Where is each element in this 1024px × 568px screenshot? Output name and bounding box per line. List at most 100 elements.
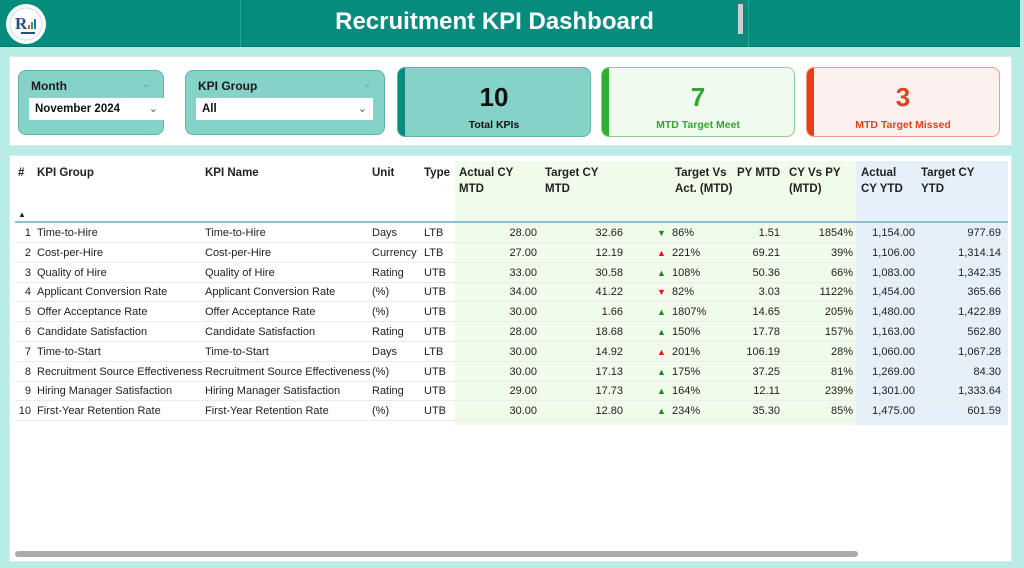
table-row[interactable]: 2 Cost-per-Hire Cost-per-Hire Currency LTB 27… — [10, 243, 1013, 263]
table-row[interactable]: 4 Applicant Conversion Rate Applicant Conv… — [10, 282, 1013, 303]
triangle-down-icon: ▼ — [657, 228, 666, 238]
column-header-target-cy-mtd[interactable]: Target CY MTD — [545, 167, 599, 195]
target-vs-act-mtd-cell: ▲ 1807% — [657, 302, 706, 322]
column-header-type[interactable]: Type — [424, 167, 450, 179]
target-cy-mtd-cell: 18.68 — [595, 326, 623, 338]
actual-cy-mtd-cell: 30.00 — [509, 365, 537, 378]
kpi-group-slicer-label: KPI Group — [198, 79, 258, 93]
cy-vs-py-mtd-cell: 66% — [830, 266, 853, 279]
total-kpis-caption: Total KPIs — [468, 119, 520, 131]
column-header-kpi-name[interactable]: KPI Name — [205, 167, 259, 179]
type-cell: UTB — [424, 286, 446, 299]
unit-cell: (%) — [372, 365, 390, 378]
kpi-name-cell: Applicant Conversion Rate — [205, 286, 336, 299]
target-cy-mtd-cell: 1.66 — [601, 306, 623, 319]
target-cy-ytd-cell: 1,333.64 — [958, 385, 1001, 398]
target-cy-ytd-cell: 1,067.28 — [958, 345, 1001, 358]
column-header-target-vs-act-mtd[interactable]: Target Vs Act. (MTD) — [675, 167, 733, 195]
chevron-down-icon[interactable]: ⌄ — [357, 103, 367, 115]
target-cy-ytd-cell: 1,342.35 — [958, 266, 1001, 279]
py-mtd-cell: 50.36 — [752, 266, 780, 279]
row-number: 6 — [24, 326, 31, 338]
cy-vs-py-mtd-cell: 81% — [830, 365, 853, 378]
target-cy-mtd-cell: 30.58 — [595, 266, 623, 279]
chevron-down-icon[interactable]: ⌄ — [148, 103, 158, 115]
unit-cell: (%) — [372, 286, 390, 299]
row-divider — [15, 360, 1008, 362]
column-header-cy-vs-py-mtd[interactable]: CY Vs PY (MTD) — [789, 167, 841, 195]
row-number: 7 — [24, 345, 31, 358]
table-row[interactable]: 8 Recruitment Source Effectiveness Recruit… — [10, 362, 1013, 382]
card-accent-bar — [398, 68, 405, 136]
horizontal-scrollbar[interactable] — [15, 551, 858, 557]
triangle-up-icon: ▲ — [657, 406, 666, 417]
table-row[interactable]: 5 Offer Acceptance Rate Offer Acceptance R… — [10, 302, 1013, 323]
kpi-table: # KPI Group KPI Name Unit Type Actual CY… — [9, 155, 1012, 562]
dashboard-header: R Recruitment KPI Dashboard — [0, 0, 1020, 47]
py-mtd-cell: 14.65 — [752, 306, 780, 319]
column-header-num[interactable]: # — [18, 167, 25, 179]
resize-handle[interactable] — [738, 4, 743, 34]
row-number: 3 — [24, 266, 31, 279]
column-header-actual-cy-ytd[interactable]: Actual CY YTD — [861, 167, 903, 195]
mtd-target-meet-card: 7 MTD Target Meet — [601, 67, 795, 137]
kpi-group-cell: Applicant Conversion Rate — [37, 286, 168, 299]
actual-cy-ytd-cell: 1,163.00 — [872, 326, 915, 338]
table-row[interactable]: 7 Time-to-Start Time-to-Start Days LTB 30.00 1… — [10, 342, 1013, 362]
header-divider — [748, 0, 749, 47]
target-vs-act-value: 221% — [672, 246, 701, 259]
kpi-name-cell: Candidate Satisfaction — [205, 326, 316, 338]
actual-cy-mtd-cell: 28.00 — [509, 326, 537, 338]
unit-cell: Days — [372, 227, 398, 239]
actual-cy-ytd-cell: 1,060.00 — [872, 345, 915, 358]
type-cell: UTB — [424, 326, 446, 338]
triangle-up-icon: ▲ — [657, 346, 666, 357]
kpi-group-cell: Time-to-Hire — [37, 227, 98, 239]
target-cy-mtd-cell: 17.73 — [595, 385, 623, 398]
kpi-group-dropdown-value: All — [202, 103, 217, 115]
unit-cell: (%) — [372, 405, 390, 418]
target-cy-mtd-cell: 41.22 — [595, 286, 623, 299]
row-divider — [15, 301, 1008, 303]
row-number: 10 — [18, 405, 31, 418]
column-header-py-mtd[interactable]: PY MTD — [737, 167, 781, 179]
actual-cy-ytd-cell: 1,269.00 — [872, 365, 915, 378]
py-mtd-cell: 3.03 — [758, 286, 780, 299]
actual-cy-ytd-cell: 1,454.00 — [872, 286, 915, 299]
mtd-target-missed-card: 3 MTD Target Missed — [806, 67, 1000, 137]
column-header-kpi-group[interactable]: KPI Group — [37, 167, 94, 179]
svg-text:R: R — [15, 14, 28, 33]
target-vs-act-value: 164% — [672, 385, 701, 398]
cy-vs-py-mtd-cell: 39% — [830, 246, 853, 259]
table-row[interactable]: 1 Time-to-Hire Time-to-Hire Days LTB 28.00 32.… — [10, 223, 1013, 243]
actual-cy-mtd-cell: 30.00 — [509, 345, 537, 358]
target-cy-mtd-cell: 17.13 — [595, 365, 623, 378]
kpi-name-cell: Hiring Manager Satisfaction — [205, 385, 341, 398]
table-row[interactable]: 3 Quality of Hire Quality of Hire Rating UTB… — [10, 263, 1013, 283]
header-divider — [240, 0, 241, 47]
target-vs-act-mtd-cell: ▲ 108% — [657, 263, 700, 283]
table-row[interactable]: 6 Candidate Satisfaction Candidate Satisfa… — [10, 322, 1013, 342]
kpi-group-dropdown[interactable]: All ⌄ — [196, 98, 373, 120]
target-cy-ytd-cell: 1,314.14 — [958, 246, 1001, 259]
kpi-name-cell: Recruitment Source Effectiveness — [205, 365, 371, 378]
collapse-chevron-icon[interactable]: ⌄ — [141, 78, 151, 90]
actual-cy-mtd-cell: 27.00 — [509, 246, 537, 259]
collapse-chevron-icon[interactable]: ⌄ — [362, 78, 372, 90]
table-row[interactable]: 10 First-Year Retention Rate First-Year Re… — [10, 401, 1013, 422]
row-divider — [15, 380, 1008, 382]
column-header-target-cy-ytd[interactable]: Target CY YTD — [921, 167, 975, 195]
target-vs-act-mtd-cell: ▲ 175% — [657, 362, 700, 382]
target-vs-act-mtd-cell: ▲ 201% — [657, 342, 700, 362]
target-cy-mtd-cell: 12.80 — [595, 405, 623, 418]
py-mtd-cell: 106.19 — [746, 345, 780, 358]
unit-cell: Rating — [372, 266, 404, 279]
sort-ascending-icon[interactable]: ▲ — [18, 210, 26, 219]
cy-vs-py-mtd-cell: 205% — [824, 306, 853, 319]
column-header-unit[interactable]: Unit — [372, 167, 395, 179]
column-header-actual-cy-mtd[interactable]: Actual CY MTD — [459, 167, 514, 195]
type-cell: UTB — [424, 385, 446, 398]
table-row[interactable]: 9 Hiring Manager Satisfaction Hiring Manag… — [10, 381, 1013, 402]
month-dropdown[interactable]: November 2024 ⌄ — [29, 98, 164, 120]
total-kpis-card: 10 Total KPIs — [397, 67, 591, 137]
